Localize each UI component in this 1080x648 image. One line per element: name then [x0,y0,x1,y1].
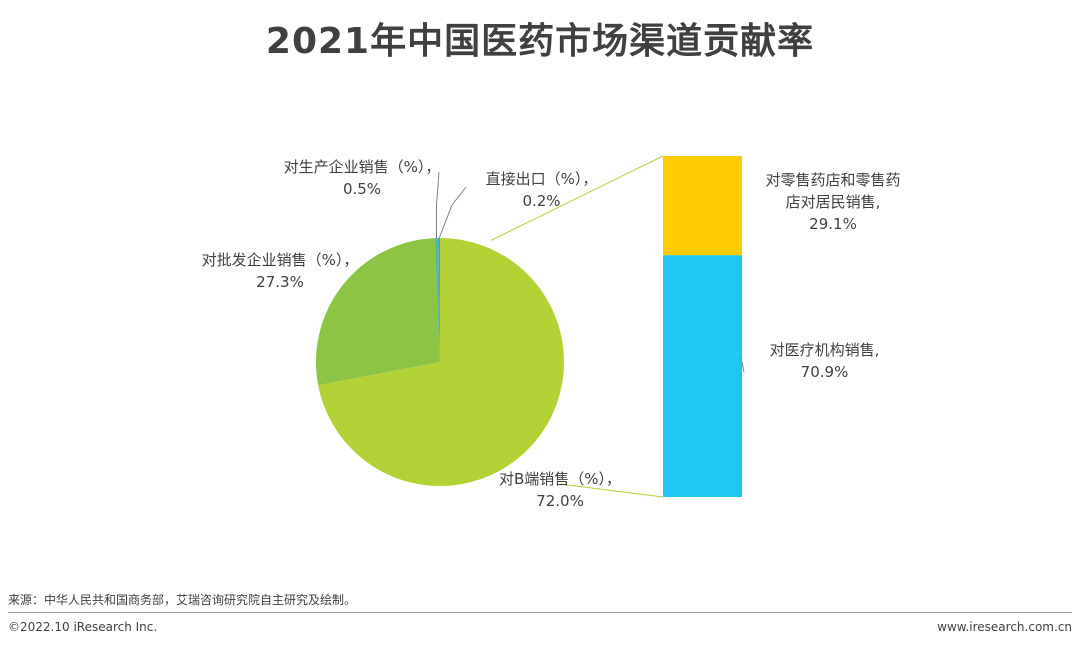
slice-label-b2b: 对B端销售（%）， 72.0% [498,470,622,510]
slice-label-export: 直接出口（%）， 0.2% [485,170,598,210]
pie-slice-manufacturer [434,238,440,362]
pie-slice-wholesale [316,238,440,386]
connector-line-bottom [559,483,664,498]
leader-line-export [438,186,467,239]
footer-divider [8,612,1072,613]
source-note: 来源：中华人民共和国商务部，艾瑞咨询研究院自主研究及绘制。 [8,593,357,607]
connector-line-top [490,155,664,241]
copyright: ©2022.10 iResearch Inc. [8,620,158,634]
leader-line-manufacturer [435,171,440,239]
chart-title: 2021年中国医药市场渠道贡献率 [265,21,815,62]
pie-slice-b2b [318,238,564,487]
segment-label-retail: 对零售药店和零售药 店对居民销售, 29.1% [765,171,901,233]
slice-label-wholesale: 对批发企业销售（%）， 27.3% [201,251,359,291]
segment-label-medical: 对医疗机构销售, 70.9% [769,341,880,381]
slice-label-manufacturer: 对生产企业销售（%）， 0.5% [283,158,441,198]
bar-segment-retail [663,156,742,256]
website-link[interactable]: www.iresearch.com.cn [937,620,1072,634]
bar-segment-medical [663,255,742,497]
pie-slice-export [438,238,440,362]
leader-line-medical [740,357,745,373]
